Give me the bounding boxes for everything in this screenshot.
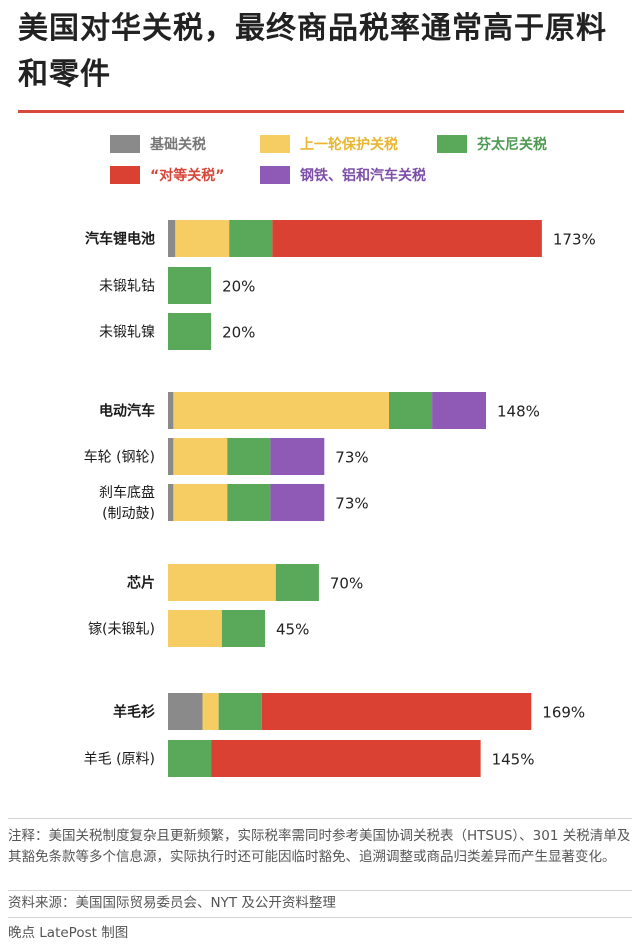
legend-item-steel: 钢铁、铝和汽车关税	[260, 165, 426, 185]
legend-swatch-steel	[260, 166, 290, 184]
stacked-bar-chart: 173% 汽车锂电池 20% 未锻轧钴 20% 未锻轧镍 148% 电动汽车 73% 车轮 (钢轮…	[84, 220, 596, 777]
bar-segment-fentanyl	[227, 484, 271, 521]
category-label: 刹车底盘	[99, 484, 155, 501]
bar-segment-fentanyl	[227, 438, 271, 475]
category-label: 羊毛衫	[113, 704, 155, 721]
category-label: 羊毛 (原料)	[84, 752, 155, 768]
bar-total-label: 70%	[330, 575, 363, 593]
legend-label-base: 基础关税	[150, 137, 206, 153]
bar-segment-fentanyl	[168, 267, 212, 304]
bar-segment-base	[168, 392, 174, 429]
bar-row: 45% 镓(未锻轧)	[88, 610, 309, 647]
category-label: 未锻轧钴	[99, 279, 155, 295]
bar-segment-fentanyl	[229, 220, 273, 257]
bar-segment-base	[168, 693, 203, 730]
chart-credit: 晚点 LatePost 制图	[8, 925, 129, 941]
source-divider-top	[8, 890, 632, 891]
bar-row: 173% 汽车锂电池	[85, 220, 596, 257]
bar-total-label: 45%	[276, 621, 309, 639]
bar-segment-reciprocal	[211, 740, 481, 777]
bar-segment-steel	[270, 484, 325, 521]
bar-segment-protect	[168, 610, 222, 647]
category-label: 汽车锂电池	[85, 231, 155, 248]
bar-segment-fentanyl	[389, 392, 433, 429]
title-divider	[18, 110, 624, 113]
bar-segment-protect	[175, 220, 230, 257]
legend-item-base: 基础关税	[110, 134, 206, 154]
legend-item-fentanyl: 芬太尼关税	[437, 134, 547, 154]
bar-segment-fentanyl	[168, 740, 212, 777]
bar-segment-steel	[432, 392, 487, 429]
bar-total-label: 20%	[222, 278, 255, 296]
bar-row: 145% 羊毛 (原料)	[84, 740, 535, 777]
bar-row: 169% 羊毛衫	[113, 693, 585, 730]
legend-swatch-reciprocal	[110, 166, 140, 184]
category-label: 车轮 (钢轮)	[84, 449, 155, 466]
bar-segment-base	[168, 484, 174, 521]
bar-total-label: 148%	[497, 403, 540, 421]
bar-segment-base	[168, 220, 176, 257]
bar-segment-base	[168, 438, 174, 475]
category-label: 镓(未锻轧)	[88, 622, 155, 638]
bar-row: 70% 芯片	[127, 564, 363, 601]
legend-label-protect: 上一轮保护关税	[300, 137, 398, 153]
bar-segment-reciprocal	[272, 220, 542, 257]
legend-swatch-protect	[260, 135, 290, 153]
bar-total-label: 73%	[335, 495, 368, 513]
bar-total-label: 173%	[553, 231, 596, 249]
bar-row: 73% 刹车底盘 (制动鼓)	[99, 484, 369, 522]
legend-label-steel: 钢铁、铝和汽车关税	[300, 168, 426, 184]
bar-segment-fentanyl	[218, 693, 262, 730]
bar-segment-protect	[173, 484, 228, 521]
bar-segment-protect	[173, 438, 228, 475]
bar-total-label: 169%	[542, 704, 585, 722]
category-label: 芯片	[127, 575, 155, 592]
bar-segment-fentanyl	[168, 313, 212, 350]
legend-label-fentanyl: 芬太尼关税	[477, 137, 547, 153]
category-label: 电动汽车	[99, 403, 155, 420]
bar-total-label: 20%	[222, 324, 255, 342]
page-title: 美国对华关税，最终商品税率通常高于原料和零件	[18, 11, 607, 92]
category-label: (制动鼓)	[102, 506, 155, 522]
legend-swatch-fentanyl	[437, 135, 467, 153]
notes-divider	[8, 818, 632, 819]
chart-source: 资料来源：美国国际贸易委员会、NYT 及公开资料整理	[8, 895, 336, 911]
bar-segment-protect	[202, 693, 219, 730]
bar-total-label: 145%	[492, 751, 535, 769]
legend-label-reciprocal: “对等关税”	[150, 168, 225, 184]
bar-total-label: 73%	[335, 449, 368, 467]
bar-row: 20% 未锻轧镍	[99, 313, 255, 350]
legend-swatch-base	[110, 135, 140, 153]
source-divider-bottom	[8, 917, 632, 918]
bar-segment-protect	[168, 564, 276, 601]
bar-segment-reciprocal	[261, 693, 532, 730]
legend-item-protect: 上一轮保护关税	[260, 134, 398, 154]
bar-row: 20% 未锻轧钴	[99, 267, 255, 304]
bar-segment-fentanyl	[275, 564, 319, 601]
bar-segment-fentanyl	[221, 610, 266, 647]
bar-row: 73% 车轮 (钢轮)	[84, 438, 369, 475]
chart-notes: 注释：美国关税制度复杂且更新频繁，实际税率需同时参考美国协调关税表（HTSUS）…	[8, 828, 631, 865]
category-label: 未锻轧镍	[99, 325, 155, 341]
bar-segment-steel	[270, 438, 325, 475]
legend-item-reciprocal: “对等关税”	[110, 165, 224, 185]
bar-row: 148% 电动汽车	[99, 392, 540, 429]
bar-segment-protect	[173, 392, 389, 429]
